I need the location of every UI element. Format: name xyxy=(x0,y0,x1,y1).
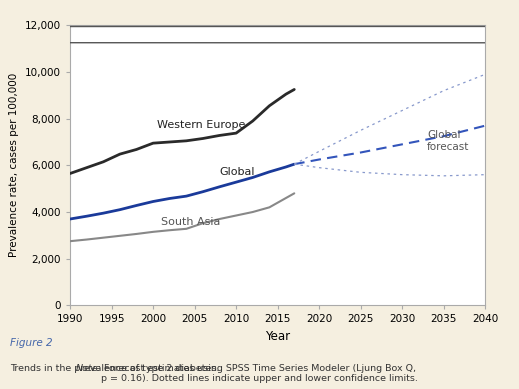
Text: Figure 2: Figure 2 xyxy=(10,338,53,349)
Text: South Asia: South Asia xyxy=(161,217,221,227)
Text: Global: Global xyxy=(220,166,255,177)
Text: Forecast estimates using SPSS Time Series Modeler (Ljung Box Q,
p = 0.16). Dotte: Forecast estimates using SPSS Time Serie… xyxy=(101,364,418,383)
Text: Global
forecast: Global forecast xyxy=(427,130,470,152)
Text: Western Europe: Western Europe xyxy=(157,121,245,130)
Text: Trends in the prevalence of type 2 diabetes.: Trends in the prevalence of type 2 diabe… xyxy=(10,364,223,373)
X-axis label: Year: Year xyxy=(265,330,290,343)
Text: Note:: Note: xyxy=(75,364,101,373)
Y-axis label: Prevalence rate, cases per 100,000: Prevalence rate, cases per 100,000 xyxy=(9,73,19,258)
